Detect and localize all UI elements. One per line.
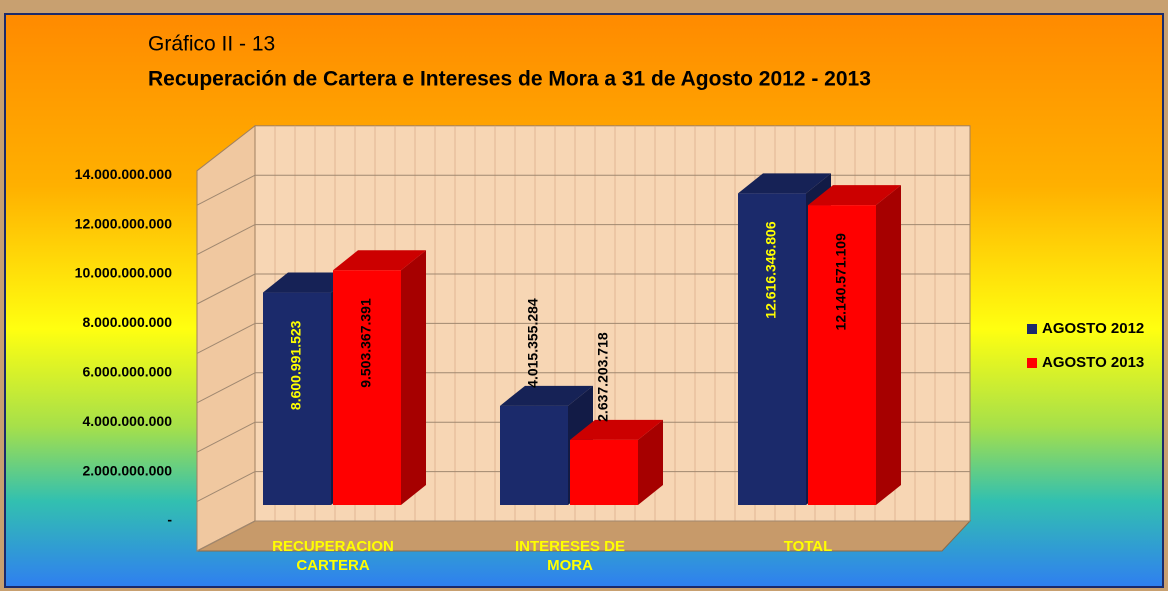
bar-top	[263, 272, 356, 293]
x-tick-label: RECUPERACION CARTERA	[272, 538, 394, 574]
bar-top	[333, 250, 426, 271]
bar	[738, 193, 806, 506]
y-tick-label: 6.000.000.000	[82, 364, 172, 380]
grid-line	[196, 520, 256, 552]
bar-top	[570, 419, 663, 440]
bar-side	[876, 185, 901, 505]
grid-line	[196, 322, 256, 354]
bar-top	[738, 173, 831, 194]
value-label: 12.616.346.806	[763, 221, 779, 319]
bar-top	[500, 385, 593, 406]
value-label: 2.637.203.718	[595, 332, 611, 422]
value-label: 4.015.355.284	[525, 298, 541, 388]
grid-line	[196, 471, 256, 503]
bar-top	[808, 185, 901, 206]
grid-line	[196, 421, 256, 453]
x-tick-label: INTERESES DE MORA	[514, 538, 626, 574]
y-tick-label: 2.000.000.000	[82, 462, 172, 478]
bar	[263, 292, 331, 505]
y-tick-label: 8.000.000.000	[82, 314, 172, 330]
bar	[333, 270, 401, 505]
legend-swatch	[1027, 324, 1037, 334]
y-tick-label: 10.000.000.000	[75, 265, 173, 281]
bar-side	[401, 250, 426, 505]
y-tick-label: -	[167, 512, 172, 528]
chart-title: Recuperación de Cartera e Intereses de M…	[148, 68, 871, 91]
legend-label: AGOSTO 2013	[1042, 354, 1144, 371]
y-tick-label: 12.000.000.000	[75, 215, 173, 231]
bar	[500, 405, 568, 505]
value-label: 9.503.367.391	[358, 298, 374, 388]
value-label: 12.140.571.109	[833, 233, 849, 331]
bar-side	[638, 419, 663, 505]
y-tick-label: 4.000.000.000	[82, 413, 172, 429]
chart-subtitle: Gráfico II - 13	[148, 33, 275, 56]
y-tick-label: 14.000.000.000	[75, 166, 173, 182]
bar	[570, 439, 638, 505]
x-tick-label: TOTAL	[783, 538, 833, 555]
legend-label: AGOSTO 2012	[1042, 320, 1144, 337]
grid-line	[196, 372, 256, 404]
grid-line	[196, 224, 256, 256]
bar	[808, 205, 876, 505]
legend-swatch	[1027, 358, 1037, 368]
grid-line	[196, 273, 256, 305]
value-label: 8.600.991.523	[288, 320, 304, 410]
grid-line	[196, 174, 256, 206]
